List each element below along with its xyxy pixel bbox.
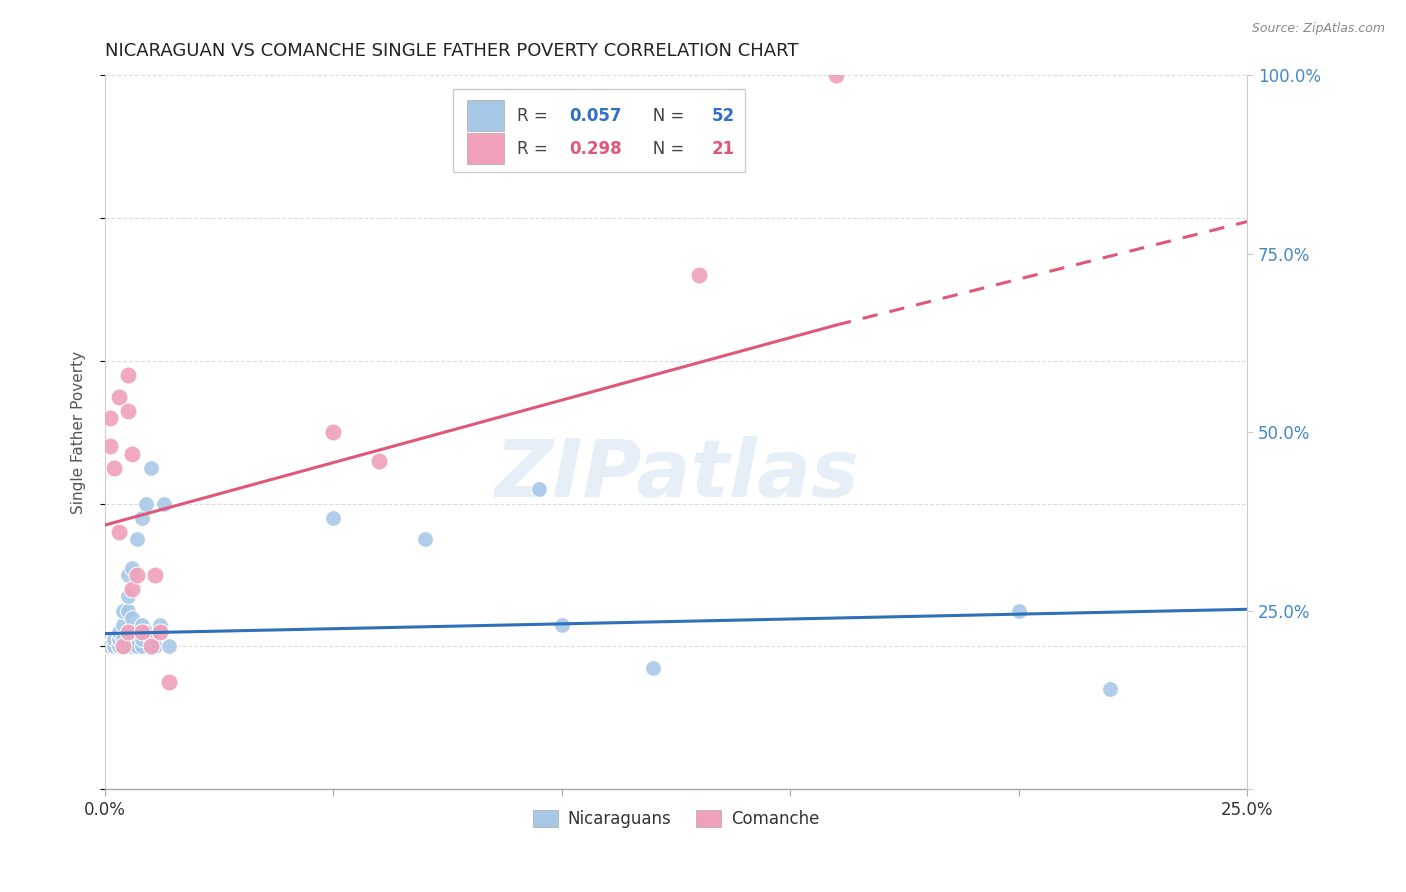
Point	[121, 625, 143, 640]
Text: 0.298: 0.298	[569, 140, 621, 158]
Point	[131, 632, 153, 647]
Point	[825, 68, 848, 82]
Point	[153, 497, 176, 511]
Point	[98, 440, 121, 454]
Point	[107, 632, 129, 647]
Point	[125, 625, 148, 640]
Text: R =: R =	[517, 140, 554, 158]
Point	[139, 632, 162, 647]
Point	[688, 268, 710, 282]
Point	[107, 640, 129, 654]
Point	[117, 590, 139, 604]
Point	[157, 675, 180, 690]
Point	[1008, 604, 1031, 618]
Bar	[467, 100, 503, 131]
Point	[98, 411, 121, 425]
Point	[107, 640, 129, 654]
Point	[112, 618, 135, 632]
Point	[103, 632, 125, 647]
Point	[149, 618, 172, 632]
Point	[107, 525, 129, 540]
Point	[112, 640, 135, 654]
Text: Source: ZipAtlas.com: Source: ZipAtlas.com	[1251, 22, 1385, 36]
Point	[117, 625, 139, 640]
Point	[131, 511, 153, 525]
Text: N =: N =	[637, 107, 690, 125]
Point	[103, 640, 125, 654]
Point	[322, 425, 344, 440]
Point	[117, 640, 139, 654]
Point	[121, 561, 143, 575]
Point	[1099, 682, 1122, 697]
Point	[103, 640, 125, 654]
Point	[98, 640, 121, 654]
Point	[131, 640, 153, 654]
Point	[125, 640, 148, 654]
Point	[139, 461, 162, 475]
Point	[125, 533, 148, 547]
Point	[98, 640, 121, 654]
Text: 52: 52	[711, 107, 735, 125]
Point	[322, 511, 344, 525]
Point	[117, 368, 139, 383]
Point	[121, 611, 143, 625]
Point	[368, 454, 391, 468]
Point	[121, 582, 143, 597]
Point	[143, 568, 166, 582]
Text: 0.057: 0.057	[569, 107, 621, 125]
Point	[125, 568, 148, 582]
Point	[103, 640, 125, 654]
Point	[135, 497, 157, 511]
Point	[139, 640, 162, 654]
Text: ZIPatlas: ZIPatlas	[494, 436, 859, 514]
Legend: Nicaraguans, Comanche: Nicaraguans, Comanche	[526, 803, 827, 834]
Point	[551, 618, 574, 632]
Point	[131, 625, 153, 640]
Point	[135, 625, 157, 640]
Point	[98, 640, 121, 654]
Point	[112, 632, 135, 647]
Point	[149, 625, 172, 640]
Bar	[467, 133, 503, 164]
Point	[98, 640, 121, 654]
Point	[143, 640, 166, 654]
Point	[103, 461, 125, 475]
Point	[131, 618, 153, 632]
Point	[121, 447, 143, 461]
Point	[107, 632, 129, 647]
Point	[112, 640, 135, 654]
Point	[107, 640, 129, 654]
Point	[117, 625, 139, 640]
Point	[98, 640, 121, 654]
FancyBboxPatch shape	[453, 89, 745, 171]
Point	[117, 404, 139, 418]
Text: N =: N =	[637, 140, 690, 158]
Point	[103, 640, 125, 654]
Point	[527, 483, 550, 497]
Point	[413, 533, 436, 547]
Point	[643, 661, 665, 675]
Point	[157, 640, 180, 654]
Point	[117, 604, 139, 618]
Text: R =: R =	[517, 107, 554, 125]
Point	[107, 390, 129, 404]
Point	[121, 640, 143, 654]
Point	[117, 568, 139, 582]
Point	[107, 625, 129, 640]
Y-axis label: Single Father Poverty: Single Father Poverty	[72, 351, 86, 514]
Text: NICARAGUAN VS COMANCHE SINGLE FATHER POVERTY CORRELATION CHART: NICARAGUAN VS COMANCHE SINGLE FATHER POV…	[105, 42, 799, 60]
Point	[112, 604, 135, 618]
Text: 21: 21	[711, 140, 735, 158]
Point	[112, 640, 135, 654]
